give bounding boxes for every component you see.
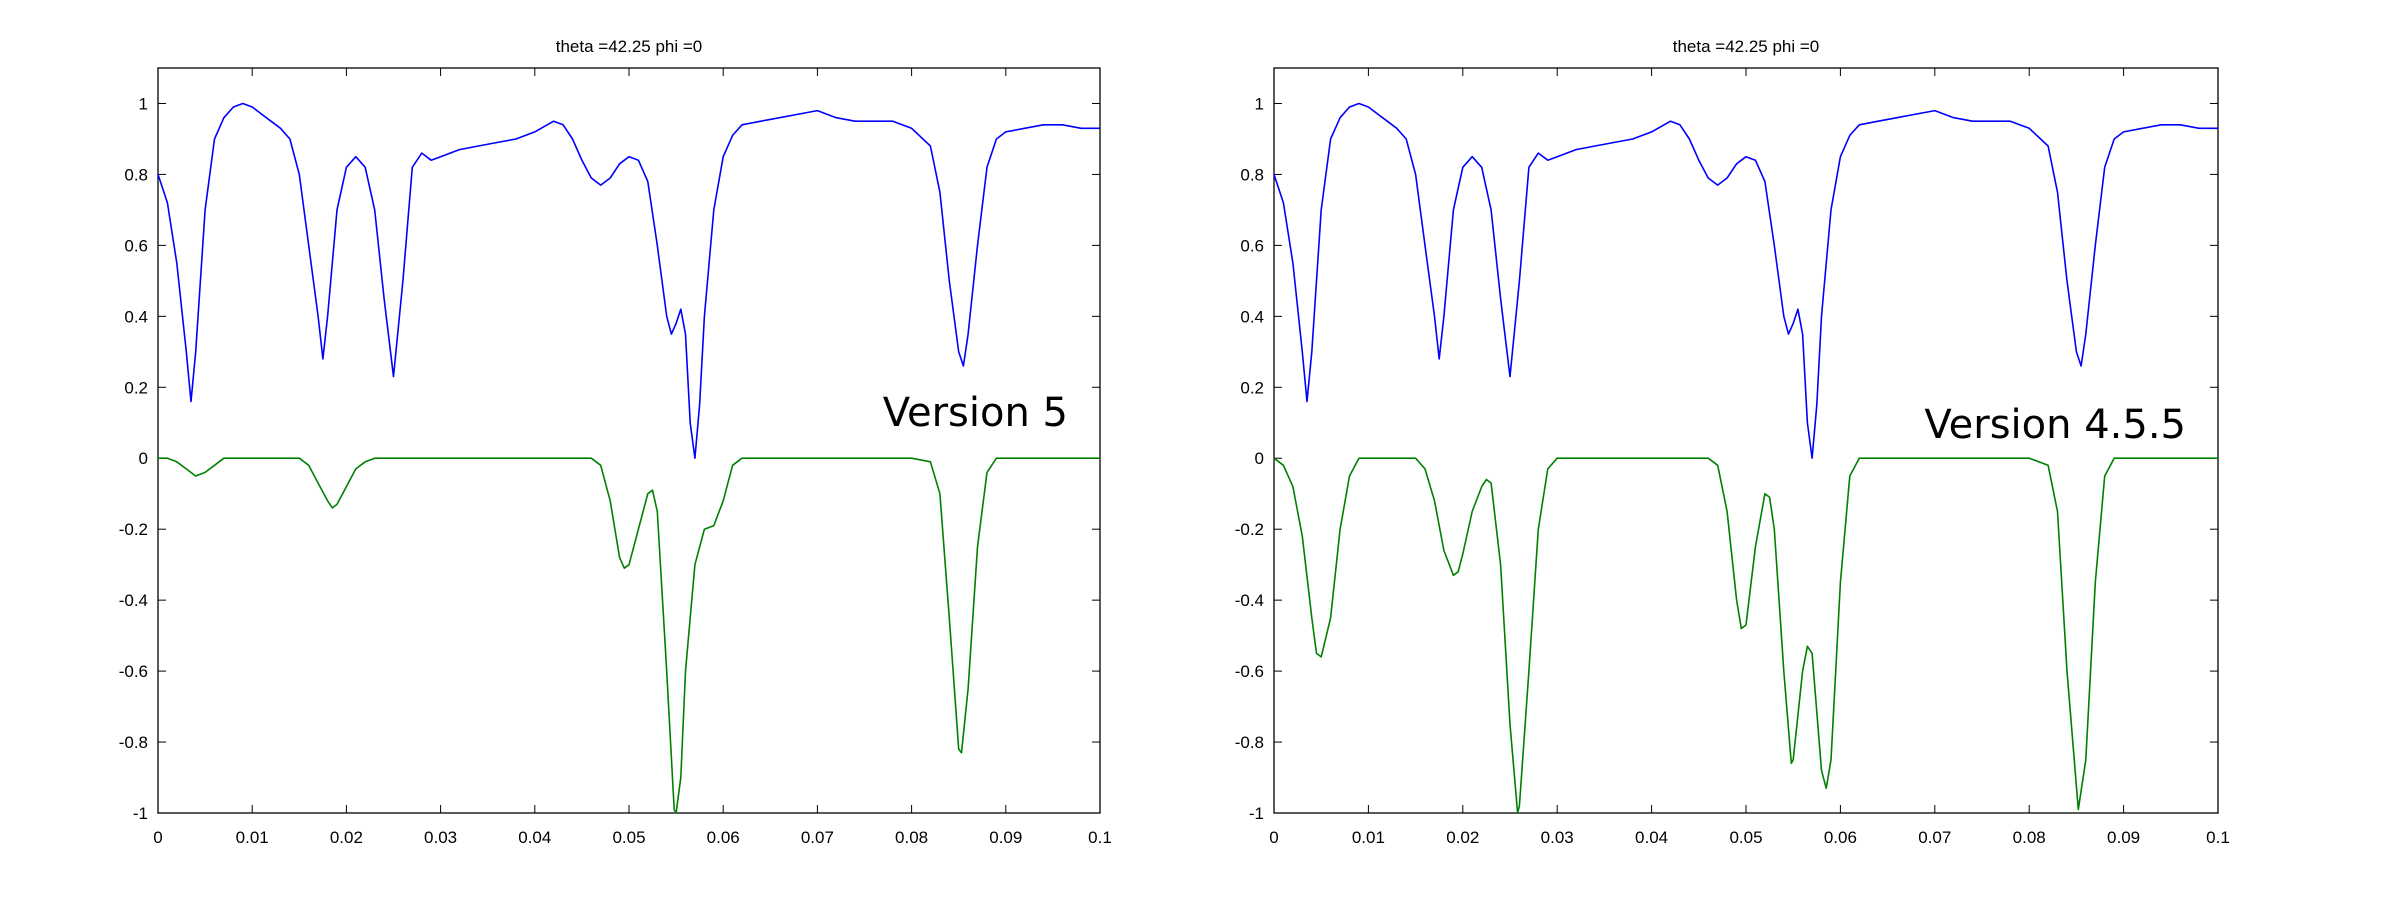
y-tick-label: 0 — [139, 449, 148, 468]
x-tick-label: 0.08 — [2013, 828, 2046, 847]
y-tick-label: -1 — [133, 804, 148, 823]
x-tick-label: 0.01 — [1352, 828, 1385, 847]
y-tick-labels: -1 -0.8 -0.6 -0.4 -0.2 0 0.2 0.4 0.6 0.8 1 — [119, 94, 148, 823]
y-tick-label: -0.8 — [1235, 733, 1264, 752]
axis-ticks — [1273, 68, 2219, 814]
y-tick-label: 1 — [139, 94, 148, 113]
x-tick-label: 0.06 — [1824, 828, 1857, 847]
x-tick-label: 0.04 — [518, 828, 551, 847]
y-tick-label: 0.2 — [124, 378, 148, 397]
y-tick-label: 0.6 — [124, 236, 148, 255]
y-tick-label: 0.4 — [124, 307, 148, 326]
x-tick-label: 0.1 — [2206, 828, 2230, 847]
series-lines — [157, 102, 1100, 814]
x-tick-label: 0.01 — [236, 828, 269, 847]
y-tick-label: 0.6 — [1240, 236, 1264, 255]
series-lines — [1273, 102, 2218, 814]
x-tick-label: 0.02 — [330, 828, 363, 847]
y-tick-label: 0.4 — [1240, 307, 1264, 326]
x-tick-label: 0.07 — [1918, 828, 1951, 847]
y-tick-label: 0.8 — [1240, 165, 1264, 184]
y-tick-label: -0.4 — [119, 591, 148, 610]
y-tick-label: -0.6 — [119, 662, 148, 681]
x-tick-label: 0.08 — [895, 828, 928, 847]
x-tick-labels: 0 0.01 0.02 0.03 0.04 0.05 0.06 0.07 0.08 0.09 0.1 — [153, 828, 1112, 847]
y-tick-label: -0.2 — [119, 520, 148, 539]
x-tick-label: 0.09 — [989, 828, 1022, 847]
chart-title: theta =42.25 phi =0 — [556, 37, 703, 56]
plot-area: 0 0.01 0.02 0.03 0.04 0.05 0.06 0.07 0.08 0.09 0.1… — [1235, 67, 2230, 847]
y-tick-label: -0.2 — [1235, 520, 1264, 539]
x-tick-label: 0 — [1269, 828, 1278, 847]
y-tick-label: -0.6 — [1235, 662, 1264, 681]
chart-title: theta =42.25 phi =0 — [1673, 37, 1820, 56]
x-tick-label: 0.1 — [1088, 828, 1112, 847]
x-tick-label: 0.05 — [612, 828, 645, 847]
series-line-1 — [158, 457, 1100, 814]
x-tick-label: 0.02 — [1446, 828, 1479, 847]
x-tick-label: 0.09 — [2107, 828, 2140, 847]
y-tick-label: 1 — [1255, 94, 1264, 113]
series-line-0 — [157, 102, 1100, 459]
version-label: Version 5 — [883, 390, 1068, 436]
version-label: Version 4.5.5 — [1924, 402, 2186, 448]
x-tick-label: 0.04 — [1635, 828, 1668, 847]
y-tick-label: -0.4 — [1235, 591, 1264, 610]
axis-ticks — [157, 68, 1101, 814]
y-tick-labels: -1 -0.8 -0.6 -0.4 -0.2 0 0.2 0.4 0.6 0.8 1 — [1235, 94, 1264, 823]
y-tick-label: 0.2 — [1240, 378, 1264, 397]
plot-area: 0 0.01 0.02 0.03 0.04 0.05 0.06 0.07 0.08 0.09 0.1… — [119, 67, 1112, 847]
x-tick-label: 0.05 — [1729, 828, 1762, 847]
y-tick-label: -0.8 — [119, 733, 148, 752]
x-tick-label: 0.03 — [1541, 828, 1574, 847]
series-line-1 — [1273, 457, 2218, 814]
y-tick-label: -1 — [1249, 804, 1264, 823]
y-tick-label: 0.8 — [124, 165, 148, 184]
chart-right: theta =42.25 phi =0 0 0.01 0.02 0.03 0.04 0.0… — [1235, 37, 2230, 847]
x-tick-labels: 0 0.01 0.02 0.03 0.04 0.05 0.06 0.07 0.08 0.09 0.1 — [1269, 828, 2230, 847]
chart-left: theta =42.25 phi =0 0 0.01 0.02 0.03 0.04 0.0… — [119, 37, 1112, 847]
x-tick-label: 0.06 — [707, 828, 740, 847]
x-tick-label: 0.03 — [424, 828, 457, 847]
series-line-0 — [1273, 102, 2218, 459]
x-tick-label: 0 — [153, 828, 162, 847]
y-tick-label: 0 — [1255, 449, 1264, 468]
x-tick-label: 0.07 — [801, 828, 834, 847]
